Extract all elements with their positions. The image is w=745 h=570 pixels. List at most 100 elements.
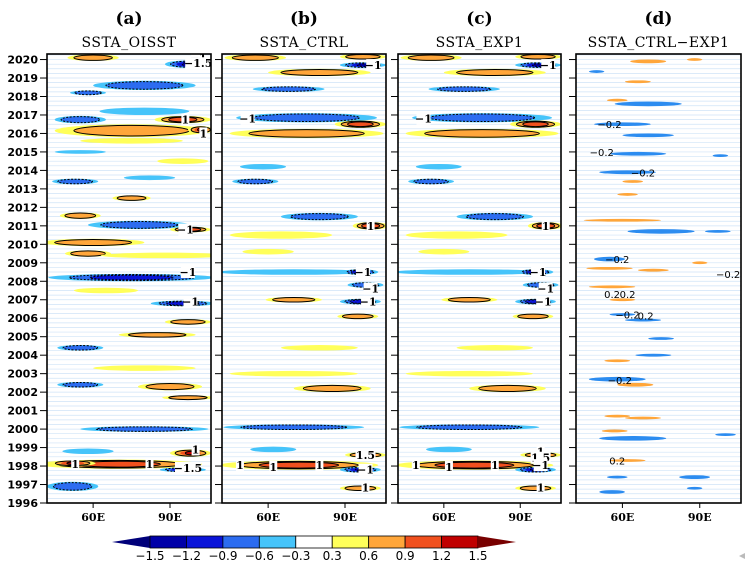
contour-label: −1 bbox=[180, 266, 196, 279]
y-tick-label: 2012 bbox=[7, 201, 38, 214]
contour-label: 0.2 bbox=[638, 311, 654, 322]
contour-label: −0.2 bbox=[631, 168, 655, 179]
y-tick-label: 2011 bbox=[7, 220, 38, 233]
panel-a: (a)SSTA_OISST−1−1.511−1−1−1111−1.5199619… bbox=[7, 9, 212, 524]
anomaly-feature bbox=[80, 426, 209, 432]
svg-text:1: 1 bbox=[542, 220, 550, 233]
contour-label: 1 bbox=[315, 459, 324, 472]
x-tick-label: 90E bbox=[508, 511, 532, 524]
anomaly-feature bbox=[99, 107, 190, 115]
contour-label: 1 bbox=[366, 219, 375, 233]
anomaly-feature bbox=[594, 256, 625, 262]
svg-text:1.5: 1.5 bbox=[356, 449, 375, 462]
y-tick-label: 2006 bbox=[7, 312, 38, 325]
anomaly-feature bbox=[93, 80, 196, 91]
colorbar-label: 1.5 bbox=[468, 549, 487, 563]
anomaly-feature bbox=[609, 313, 636, 316]
contour-label: −0.2 bbox=[597, 120, 621, 131]
anomaly-feature bbox=[412, 113, 553, 123]
svg-text:−1: −1 bbox=[532, 459, 549, 472]
anomaly-feature bbox=[123, 175, 176, 181]
contour-label: 1.5 bbox=[355, 448, 376, 462]
anomaly-feature bbox=[112, 195, 151, 201]
y-tick-label: 2009 bbox=[7, 257, 38, 270]
anomaly-feature bbox=[52, 178, 99, 185]
y-tick-label: 2018 bbox=[7, 90, 38, 103]
anomaly-feature bbox=[170, 449, 211, 457]
y-tick-label: 2001 bbox=[7, 405, 38, 418]
anomaly-feature bbox=[54, 115, 106, 124]
anomaly-feature bbox=[443, 68, 546, 77]
anomaly-feature bbox=[441, 296, 498, 303]
contour-label: 0.2 bbox=[609, 457, 625, 468]
svg-text:−0.2: −0.2 bbox=[608, 376, 632, 387]
anomaly-feature bbox=[648, 337, 674, 340]
colorbar: −1.5 −1.2 −0.9 −0.6 −0.3 0.3 0.6 0.9 1.2 1.5 bbox=[112, 535, 516, 563]
contour-label: −1 bbox=[239, 112, 256, 126]
svg-text:1: 1 bbox=[537, 481, 545, 494]
svg-text:1: 1 bbox=[199, 127, 207, 140]
panel-title: SSTA_CTRL−EXP1 bbox=[588, 35, 730, 51]
anomaly-feature bbox=[606, 98, 628, 102]
anomaly-feature bbox=[609, 151, 667, 156]
colorbar-swatch bbox=[404, 535, 442, 549]
x-tick-label: 60E bbox=[611, 511, 635, 524]
anomaly-feature bbox=[157, 158, 209, 164]
panel-title: SSTA_EXP1 bbox=[436, 35, 524, 51]
anomaly-feature bbox=[624, 318, 662, 322]
anomaly-feature bbox=[232, 178, 279, 185]
anomaly-feature bbox=[137, 382, 203, 391]
svg-text:−0.2: −0.2 bbox=[631, 168, 655, 179]
anomaly-feature bbox=[334, 120, 386, 128]
anomaly-feature bbox=[622, 133, 674, 138]
contour-label: −1 bbox=[535, 295, 552, 309]
anomaly-feature bbox=[100, 252, 211, 259]
x-tick-label: 90E bbox=[333, 511, 357, 524]
svg-text:1: 1 bbox=[316, 459, 324, 472]
contour-label: 1 bbox=[181, 113, 190, 127]
anomaly-feature bbox=[692, 261, 708, 265]
colorbar-swatch bbox=[186, 535, 224, 549]
anomaly-feature bbox=[280, 345, 358, 351]
svg-text:1: 1 bbox=[412, 459, 420, 472]
x-tick-label: 90E bbox=[158, 511, 182, 524]
colorbar-swatch bbox=[222, 535, 260, 549]
anomaly-feature bbox=[398, 269, 546, 275]
anomaly-feature bbox=[635, 353, 672, 357]
svg-text:0.2: 0.2 bbox=[638, 311, 654, 322]
plot-frame bbox=[46, 53, 212, 504]
x-tick-label: 60E bbox=[81, 511, 105, 524]
anomaly-feature bbox=[93, 365, 196, 371]
anomaly-feature bbox=[293, 384, 371, 393]
contour-label: −1 bbox=[415, 112, 432, 126]
contour-label: −0.2 bbox=[615, 311, 639, 322]
x-tick-label: 60E bbox=[432, 511, 456, 524]
anomaly-feature bbox=[415, 163, 462, 170]
svg-text:−1: −1 bbox=[177, 224, 194, 237]
anomaly-feature bbox=[222, 269, 371, 275]
anomaly-feature bbox=[223, 424, 365, 431]
anomaly-feature bbox=[54, 124, 209, 138]
anomaly-feature bbox=[617, 382, 654, 387]
anomaly-feature bbox=[622, 180, 644, 183]
contour-label: 1 bbox=[235, 459, 244, 472]
panel-letter: (a) bbox=[115, 9, 142, 29]
anomaly-feature bbox=[408, 178, 455, 185]
anomaly-feature bbox=[599, 490, 625, 494]
y-tick-label: 1997 bbox=[7, 479, 38, 492]
contour-label: 1 bbox=[145, 458, 154, 471]
contour-label: −1 bbox=[177, 223, 194, 237]
colorbar-extend-high bbox=[478, 536, 516, 548]
scroll-arrow-icon[interactable] bbox=[739, 553, 745, 559]
contour-label: −0.2 bbox=[608, 376, 632, 387]
anomaly-feature bbox=[54, 150, 106, 154]
panel-letter: (b) bbox=[290, 9, 318, 29]
svg-text:−1: −1 bbox=[357, 464, 374, 477]
y-tick-label: 1996 bbox=[7, 497, 38, 510]
panel-letter: (c) bbox=[466, 9, 492, 29]
svg-text:−0.2: −0.2 bbox=[716, 270, 740, 281]
anomaly-feature bbox=[67, 54, 119, 61]
panel-d: (d)SSTA_CTRL−EXP1−0.2−0.2−0.2−0.2−0.20.2… bbox=[569, 9, 742, 524]
